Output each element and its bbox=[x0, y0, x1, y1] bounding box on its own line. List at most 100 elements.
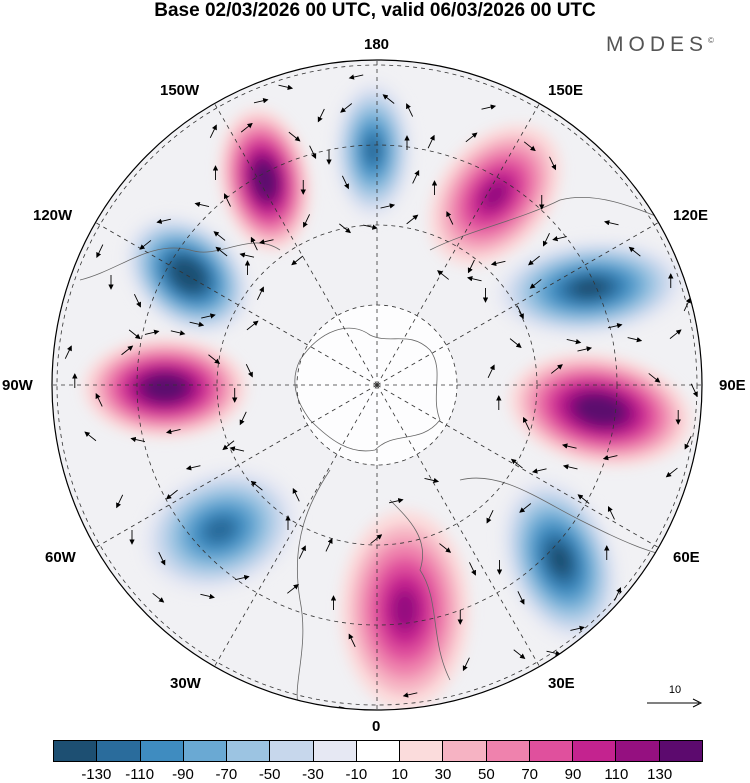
map-boundary bbox=[51, 59, 703, 711]
reference-vector-arrow bbox=[647, 698, 703, 708]
wind-arrow bbox=[278, 84, 294, 90]
wind-arrow bbox=[292, 487, 300, 502]
wind-arrow bbox=[96, 244, 104, 258]
wind-arrow bbox=[467, 276, 482, 282]
wind-arrow bbox=[325, 538, 333, 552]
wind-arrow bbox=[427, 134, 435, 149]
colorbar-tick-label: 90 bbox=[564, 766, 582, 783]
wind-arrow bbox=[309, 145, 317, 160]
logo-mark: © bbox=[708, 36, 714, 45]
colorbar-swatch bbox=[400, 741, 444, 761]
wind-arrow bbox=[449, 716, 460, 725]
wind-arrow bbox=[462, 657, 470, 672]
wind-arrow bbox=[239, 411, 247, 426]
meridian-line bbox=[91, 384, 378, 551]
wind-arrow bbox=[550, 364, 563, 374]
wind-arrow bbox=[201, 313, 216, 319]
lobe-120e bbox=[495, 239, 685, 337]
wind-arrow bbox=[380, 203, 396, 209]
lon-label-150e: 150E bbox=[548, 82, 584, 99]
meridian-line bbox=[376, 384, 663, 551]
lobe-150e-contour bbox=[481, 180, 509, 210]
lobe-90w bbox=[83, 338, 247, 438]
wind-arrow bbox=[213, 231, 226, 241]
colorbar-swatch bbox=[573, 741, 617, 761]
wind-arrow bbox=[287, 584, 299, 594]
wind-arrow bbox=[549, 156, 557, 171]
wind-arrow bbox=[370, 534, 383, 544]
wind-arrow bbox=[375, 714, 389, 717]
wind-arrow bbox=[288, 131, 301, 142]
wind-arrow bbox=[303, 214, 311, 228]
meridian-line bbox=[211, 99, 378, 386]
colorbar-tick-label: 50 bbox=[477, 766, 495, 783]
colorbar-tick-label: -30 bbox=[302, 766, 324, 783]
wind-arrow bbox=[529, 279, 542, 289]
lobe-150e bbox=[428, 124, 562, 266]
wind-arrow bbox=[627, 337, 643, 343]
colorbar-tick-label: -130 bbox=[81, 766, 112, 783]
wind-arrow bbox=[256, 286, 264, 301]
wind-arrow bbox=[406, 214, 419, 225]
wind-arrow bbox=[402, 692, 418, 698]
colorbar-tick-label: 130 bbox=[647, 766, 673, 783]
colorbar-tick-label: -90 bbox=[172, 766, 194, 783]
wind-arrow bbox=[223, 193, 231, 207]
wind-arrow bbox=[523, 141, 536, 152]
wind-arrow bbox=[570, 625, 585, 631]
lon-label-120e: 120E bbox=[673, 207, 709, 224]
colorbar-swatch bbox=[54, 741, 98, 761]
wind-arrow bbox=[64, 345, 72, 359]
wind-arrow bbox=[577, 346, 593, 352]
lon-label-120w: 120W bbox=[33, 207, 73, 224]
wind-arrow bbox=[665, 467, 678, 478]
colorbar-tick-label: 70 bbox=[521, 766, 538, 783]
wind-arrow bbox=[170, 330, 186, 336]
wind-arrow bbox=[95, 393, 103, 407]
wind-arrow bbox=[200, 593, 215, 600]
colorbar-swatch bbox=[356, 741, 401, 761]
wind-arrow bbox=[412, 169, 420, 184]
colorbar-swatch bbox=[183, 741, 228, 761]
lobe-0 bbox=[340, 510, 470, 710]
lon-label-30e: 30E bbox=[548, 675, 575, 692]
wind-arrow bbox=[121, 345, 134, 356]
wind-arrow bbox=[245, 363, 253, 378]
colorbar-swatch bbox=[486, 741, 530, 761]
wind-arrow bbox=[467, 259, 475, 274]
wind-arrow bbox=[84, 431, 97, 442]
wind-arrow bbox=[388, 498, 404, 504]
wind-arrow bbox=[469, 562, 476, 576]
lon-label-30w: 30W bbox=[170, 675, 201, 692]
wind-arrow bbox=[683, 297, 691, 312]
wind-arrow bbox=[487, 364, 495, 378]
wind-arrow bbox=[128, 329, 141, 340]
wind-arrow bbox=[363, 224, 378, 230]
wind-arrow bbox=[291, 255, 304, 266]
wind-arrow bbox=[382, 94, 395, 104]
lon-label-60w: 60W bbox=[45, 549, 76, 566]
wind-arrow bbox=[439, 543, 452, 553]
colorbar-swatch bbox=[140, 741, 184, 761]
wind-arrow bbox=[510, 458, 523, 469]
wind-arrow bbox=[185, 465, 201, 471]
wind-arrow bbox=[246, 320, 259, 331]
wind-arrow bbox=[552, 236, 567, 242]
wind-arrow bbox=[614, 587, 622, 601]
logo-text: MODES bbox=[606, 33, 709, 56]
colorbar-tick-label: 110 bbox=[604, 766, 629, 783]
meridian-line bbox=[376, 219, 663, 386]
wind-arrow bbox=[542, 232, 550, 247]
wind-arrow bbox=[561, 443, 577, 449]
lobe-60e-contour bbox=[549, 545, 571, 575]
lobe-120e-contour bbox=[573, 279, 607, 297]
wind-arrow bbox=[577, 494, 590, 504]
colorbar-swatch bbox=[97, 741, 141, 761]
wind-arrow bbox=[240, 122, 253, 133]
wind-arrow bbox=[189, 321, 205, 327]
wind-arrow bbox=[532, 468, 547, 474]
polar-map bbox=[51, 59, 703, 725]
wind-arrow bbox=[165, 489, 178, 500]
wind-arrow bbox=[133, 293, 141, 308]
wind-arrow bbox=[490, 260, 506, 267]
